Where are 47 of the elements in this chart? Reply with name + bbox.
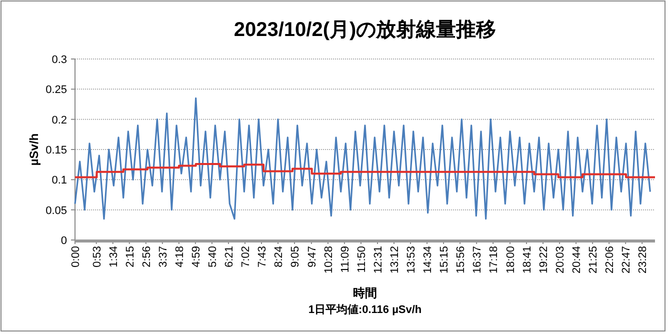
x-tick-label: 14:34 [422, 246, 434, 274]
x-tick-label: 7:43 [256, 246, 268, 268]
line-series [74, 97, 651, 220]
x-tick-label: 21:25 [588, 246, 600, 274]
x-tick-label: 3:37 [157, 246, 170, 268]
x-axis-title: 時間 [353, 286, 377, 300]
x-tick-label: 0:00 [70, 246, 82, 268]
x-tick-label: 23:28 [637, 246, 650, 274]
y-tick-label: 0.15 [46, 144, 67, 156]
x-tick-label: 16:37 [472, 246, 484, 274]
x-tick-label: 11:50 [356, 246, 368, 273]
y-tick-label: 0.25 [46, 84, 67, 96]
chart-title: 2023/10/2(月)の放射線量推移 [234, 19, 496, 41]
x-tick-label: 9:05 [290, 246, 302, 268]
y-tick-label: 0.1 [52, 174, 67, 187]
x-tick-label: 22:06 [604, 246, 616, 274]
x-tick-label: 5:40 [206, 246, 219, 268]
x-tick-label: 2:15 [124, 246, 136, 268]
x-tick-label: 19:22 [538, 246, 550, 274]
x-tick-label: 4:18 [174, 246, 186, 268]
x-tick-label: 8:24 [273, 246, 285, 268]
x-tick-label: 9:47 [306, 246, 318, 268]
x-tick-label: 15:56 [455, 246, 468, 274]
x-tick-label: 12:31 [372, 246, 384, 274]
x-tick-label: 20:44 [571, 246, 584, 274]
x-tick-label: 4:59 [190, 246, 202, 268]
y-tick-label: 0 [60, 235, 67, 247]
y-tick-label: 0.3 [52, 54, 67, 66]
x-tick-label: 7:02 [240, 246, 252, 268]
x-tick-label: 22:47 [620, 246, 633, 274]
x-tick-label: 13:53 [406, 246, 418, 274]
x-tick-label: 20:03 [554, 246, 567, 274]
text: 1日平均値:0.116 µSv/h [308, 303, 422, 316]
x-tick-label: 0:53 [91, 246, 104, 268]
x-tick-label: 15:15 [438, 246, 451, 274]
x-tick-label: 11:09 [339, 246, 352, 273]
x-tick-label: 1:34 [108, 246, 120, 268]
x-tick-label: 18:00 [505, 246, 517, 274]
y-tick-label: 0.05 [46, 204, 67, 217]
y-tick-label: 0.2 [52, 114, 67, 126]
x-tick-label: 6:21 [223, 246, 236, 268]
x-tick-label: 10:28 [322, 246, 335, 274]
x-tick-label: 18:41 [522, 246, 534, 274]
x-tick-label: 2:56 [140, 246, 153, 268]
x-tick-label: 13:12 [389, 246, 401, 274]
y-axis-title: µSv/h [27, 133, 41, 166]
x-tick-label: 17:18 [488, 246, 500, 274]
